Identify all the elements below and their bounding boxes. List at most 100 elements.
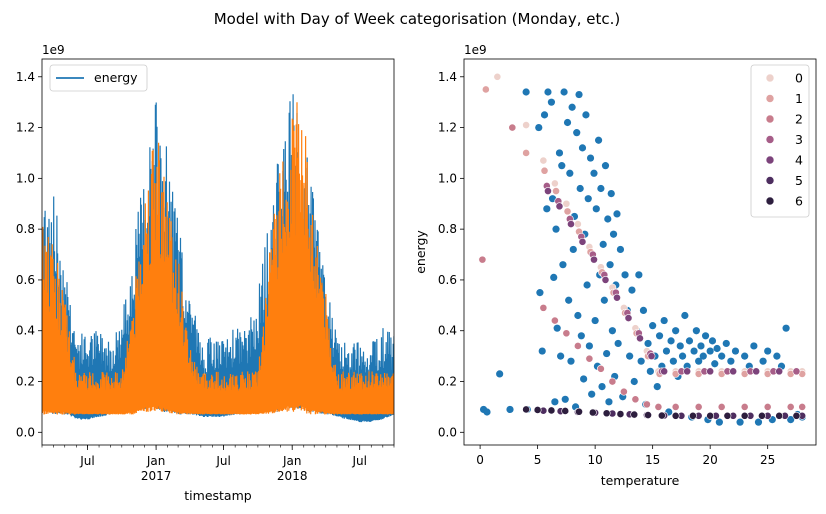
predicted-point-day-6	[547, 406, 556, 415]
right-y-tick-label: 0.8	[438, 222, 457, 236]
predicted-series-line	[42, 102, 394, 415]
energy-series-line	[42, 94, 394, 423]
right-legend-label-4: 4	[795, 153, 803, 168]
right-legend-swatch-3	[765, 135, 775, 144]
right-legend-swatch-6	[765, 196, 775, 206]
predicted-point-day-0	[562, 199, 571, 208]
observed-point	[559, 261, 567, 269]
observed-point	[708, 337, 717, 345]
predicted-point-day-2	[694, 403, 703, 411]
observed-point	[584, 195, 592, 203]
predicted-point-day-2	[508, 123, 517, 132]
predicted-point-day-6	[723, 411, 732, 420]
observed-point	[578, 144, 587, 152]
observed-point	[603, 349, 611, 358]
predicted-point-day-6	[671, 411, 680, 420]
observed-point	[496, 370, 504, 378]
observed-point	[644, 339, 652, 348]
right-offset-label: 1e9	[464, 43, 487, 57]
predicted-point-day-2	[596, 364, 605, 373]
predicted-point-day-4	[601, 276, 610, 284]
predicted-point-day-1	[563, 207, 572, 216]
predicted-point-day-6	[689, 411, 697, 420]
observed-point	[555, 149, 564, 157]
observed-point	[573, 129, 581, 137]
right-y-axis: 0.0 0.2 0.4 0.6 0.8 1.0 1.2 1.4	[438, 70, 464, 439]
predicted-point-day-2	[478, 255, 487, 264]
predicted-point-day-2	[585, 354, 594, 363]
right-legend-label-2: 2	[795, 112, 803, 127]
predicted-point-day-3	[792, 367, 801, 376]
observed-point	[599, 240, 607, 248]
observed-point	[764, 347, 772, 355]
observed-point	[711, 360, 719, 368]
observed-point	[727, 357, 735, 365]
observed-point	[718, 352, 726, 360]
right-legend-label-1: 1	[795, 91, 803, 106]
predicted-point-day-4	[647, 352, 656, 361]
observed-point	[741, 352, 749, 360]
predicted-point-day-6	[740, 411, 749, 420]
observed-point	[782, 324, 790, 332]
observed-point	[560, 88, 568, 96]
observed-point	[736, 418, 744, 426]
predicted-point-day-0	[573, 220, 582, 228]
observed-point	[569, 245, 577, 254]
observed-point	[731, 347, 740, 355]
predicted-point-day-1	[552, 187, 560, 195]
observed-point	[646, 367, 654, 375]
predicted-point-day-6	[616, 410, 625, 418]
predicted-point-day-0	[493, 72, 502, 81]
left-y-tick-label: 0.0	[16, 425, 35, 439]
predicted-point-day-4	[590, 255, 598, 264]
observed-point	[557, 352, 565, 360]
left-x-tick-label: Jan	[146, 454, 166, 468]
observed-point	[536, 289, 544, 297]
predicted-point-day-0	[550, 179, 559, 188]
observed-point	[655, 332, 664, 340]
right-legend-label-3: 3	[795, 132, 803, 147]
predicted-point-day-6	[602, 409, 611, 418]
predicted-point-day-2	[798, 403, 807, 411]
predicted-point-day-6	[775, 411, 784, 420]
predicted-point-day-1	[481, 85, 490, 94]
predicted-point-day-2	[671, 403, 680, 411]
observed-point	[601, 162, 610, 170]
right-y-tick-label: 0.0	[438, 425, 457, 439]
observed-point	[706, 347, 714, 355]
predicted-point-day-6	[706, 411, 715, 420]
right-axes-frame	[463, 58, 817, 446]
right-y-tick-label: 0.4	[438, 324, 457, 338]
right-y-tick-label: 0.2	[438, 375, 457, 389]
right-x-tick-label: 15	[645, 453, 660, 467]
observed-point	[558, 162, 566, 170]
left-y-tick-label: 0.4	[16, 324, 35, 338]
observed-point	[583, 281, 591, 289]
observed-point	[699, 352, 707, 360]
predicted-point-day-4	[752, 367, 761, 376]
left-x-tick-year-label: 2018	[277, 469, 308, 483]
right-x-tick-label: 10	[587, 453, 602, 467]
predicted-point-day-6	[792, 411, 801, 420]
observed-point	[701, 332, 710, 340]
observed-point	[548, 195, 557, 203]
predicted-point-day-0	[539, 156, 548, 165]
observed-point	[621, 271, 629, 279]
predicted-point-day-2	[550, 316, 559, 325]
predicted-point-day-2	[608, 377, 617, 386]
left-legend-label-energy: energy	[94, 70, 138, 85]
observed-point	[567, 357, 575, 365]
predicted-point-day-2	[740, 403, 749, 411]
observed-point	[690, 347, 698, 355]
predicted-point-day-2	[619, 387, 628, 396]
predicted-point-day-2	[643, 400, 651, 409]
left-x-tick-label: Jul	[79, 454, 94, 468]
right-legend-swatch-4	[765, 155, 775, 165]
predicted-point-day-6	[758, 411, 766, 420]
predicted-point-day-2	[654, 403, 663, 411]
observed-point	[551, 398, 559, 406]
predicted-point-day-4	[567, 220, 575, 228]
observed-point	[598, 382, 606, 391]
observed-point	[590, 169, 598, 177]
predicted-point-day-6	[644, 411, 652, 419]
